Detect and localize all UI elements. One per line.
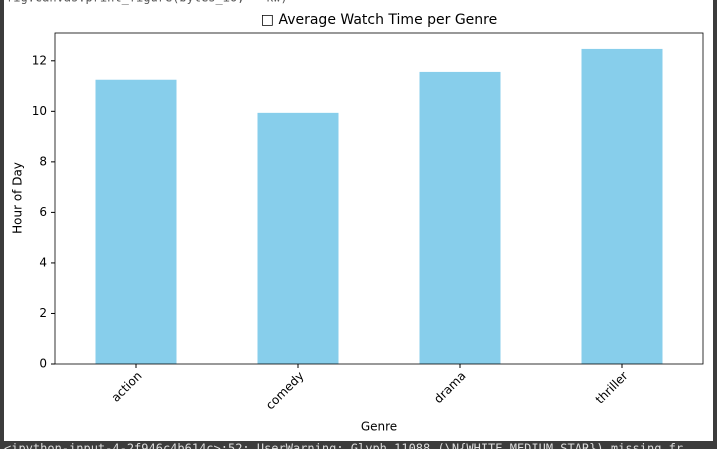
y-tick-label: 12 — [32, 53, 47, 67]
bar — [95, 79, 177, 365]
bar — [257, 112, 339, 365]
chart-title: □ Average Watch Time per Genre — [261, 12, 497, 28]
y-tick-label: 6 — [39, 205, 47, 219]
console-line: fig.canvas.print_figure(bytes_io, **kw) — [6, 0, 288, 5]
y-axis-label: Hour of Day — [11, 162, 25, 234]
y-tick-label: 10 — [32, 104, 47, 118]
console-warning: <ipython-input-4-2f946c4b614c>:52: UserW… — [4, 442, 683, 449]
y-tick-label: 8 — [39, 154, 47, 168]
y-tick-label: 4 — [39, 255, 47, 269]
bar — [581, 48, 663, 364]
plot-frame — [54, 32, 704, 365]
bar — [419, 71, 501, 365]
y-tick-label: 0 — [39, 357, 47, 371]
x-axis-label: Genre — [361, 420, 397, 434]
y-tick-label: 2 — [39, 306, 47, 320]
